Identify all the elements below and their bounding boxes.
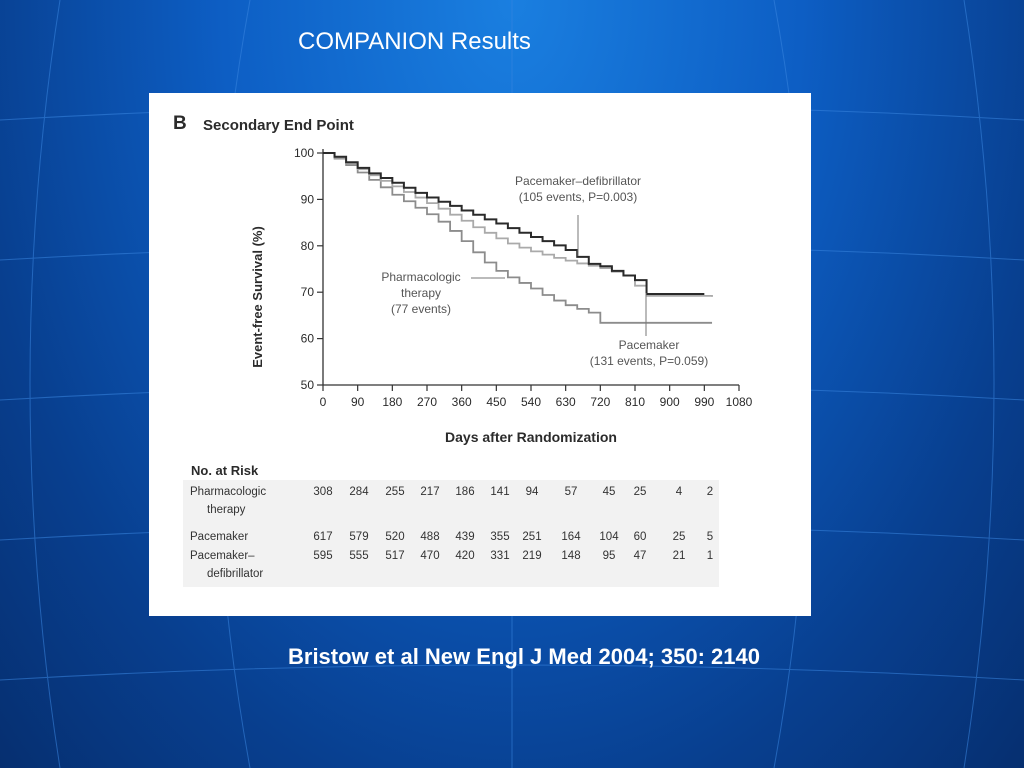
risk-value: 4 bbox=[676, 486, 683, 498]
risk-value: 595 bbox=[313, 550, 332, 562]
risk-value: 517 bbox=[385, 550, 404, 562]
risk-value: 104 bbox=[599, 531, 619, 543]
annotation-text: (105 events, P=0.003) bbox=[519, 190, 637, 204]
risk-value: 555 bbox=[349, 550, 368, 562]
y-axis-label: Event-free Survival (%) bbox=[250, 226, 265, 368]
series-line-pacemaker-defibrillator bbox=[323, 152, 705, 296]
risk-value: 217 bbox=[420, 486, 439, 498]
risk-value: 488 bbox=[420, 531, 439, 543]
y-tick-label: 50 bbox=[301, 378, 315, 392]
x-tick-label: 810 bbox=[625, 395, 645, 409]
x-tick-label: 1080 bbox=[726, 395, 753, 409]
risk-value: 141 bbox=[490, 486, 509, 498]
risk-value: 164 bbox=[561, 531, 581, 543]
risk-value: 47 bbox=[634, 550, 647, 562]
risk-value: 251 bbox=[522, 531, 541, 543]
risk-table-title: No. at Risk bbox=[191, 463, 259, 478]
risk-value: 5 bbox=[707, 531, 713, 543]
annotation-text: (77 events) bbox=[391, 302, 451, 316]
risk-value: 617 bbox=[313, 531, 332, 543]
risk-value: 308 bbox=[313, 486, 332, 498]
risk-value: 331 bbox=[490, 550, 509, 562]
annotation-text: Pacemaker–defibrillator bbox=[515, 174, 641, 188]
risk-row-label: Pharmacologic bbox=[190, 486, 266, 498]
x-tick-label: 900 bbox=[660, 395, 680, 409]
risk-value: 60 bbox=[634, 531, 647, 543]
y-tick-label: 100 bbox=[294, 146, 314, 160]
x-tick-label: 630 bbox=[556, 395, 576, 409]
risk-row-label: Pacemaker bbox=[190, 531, 248, 543]
figure-panel: B Secondary End Point Event-free Surviva… bbox=[149, 93, 811, 616]
risk-value: 219 bbox=[522, 550, 541, 562]
risk-value: 57 bbox=[565, 486, 578, 498]
risk-row-label: defibrillator bbox=[207, 568, 263, 580]
risk-value: 2 bbox=[707, 486, 713, 498]
y-tick-label: 60 bbox=[301, 332, 315, 346]
slide-title: COMPANION Results bbox=[298, 28, 531, 55]
risk-value: 21 bbox=[673, 550, 686, 562]
series-line-pharmacologic-therapy bbox=[323, 152, 713, 324]
risk-value: 1 bbox=[707, 550, 713, 562]
annotation-text: (131 events, P=0.059) bbox=[590, 354, 708, 368]
risk-value: 470 bbox=[420, 550, 439, 562]
x-tick-label: 90 bbox=[351, 395, 365, 409]
risk-value: 95 bbox=[603, 550, 616, 562]
x-tick-label: 540 bbox=[521, 395, 541, 409]
kaplan-meier-chart: B Secondary End Point Event-free Surviva… bbox=[173, 113, 753, 587]
panel-label: B bbox=[173, 113, 187, 134]
y-tick-label: 90 bbox=[301, 192, 315, 206]
x-tick-label: 720 bbox=[590, 395, 610, 409]
risk-value: 439 bbox=[455, 531, 474, 543]
x-tick-label: 360 bbox=[452, 395, 472, 409]
x-tick-label: 0 bbox=[320, 395, 327, 409]
x-tick-label: 990 bbox=[694, 395, 714, 409]
risk-value: 355 bbox=[490, 531, 509, 543]
annotation-text: Pharmacologic bbox=[381, 270, 460, 284]
annotation-text: Pacemaker bbox=[619, 338, 680, 352]
risk-value: 579 bbox=[349, 531, 368, 543]
risk-value: 94 bbox=[526, 486, 539, 498]
x-tick-label: 180 bbox=[382, 395, 402, 409]
risk-value: 25 bbox=[673, 531, 686, 543]
risk-value: 520 bbox=[385, 531, 404, 543]
x-tick-label: 450 bbox=[486, 395, 506, 409]
risk-table-background bbox=[183, 480, 719, 587]
citation: Bristow et al New Engl J Med 2004; 350: … bbox=[288, 644, 760, 669]
x-tick-label: 270 bbox=[417, 395, 437, 409]
axes: 50 60 70 80 90 100 0 90 180 270 360 450 540 630 720 810… bbox=[294, 146, 753, 409]
chart-title: Secondary End Point bbox=[203, 117, 354, 134]
risk-value: 25 bbox=[634, 486, 647, 498]
risk-value: 186 bbox=[455, 486, 474, 498]
curve-annotations: Pacemaker–defibrillator (105 events, P=0.… bbox=[381, 174, 708, 368]
risk-value: 284 bbox=[349, 486, 369, 498]
risk-row-label: Pacemaker– bbox=[190, 550, 255, 562]
x-axis-label: Days after Randomization bbox=[445, 429, 617, 445]
risk-value: 45 bbox=[603, 486, 616, 498]
risk-value: 255 bbox=[385, 486, 404, 498]
risk-value: 420 bbox=[455, 550, 474, 562]
risk-row-label: therapy bbox=[207, 504, 246, 516]
annotation-text: therapy bbox=[401, 286, 441, 300]
y-tick-label: 80 bbox=[301, 239, 315, 253]
y-tick-label: 70 bbox=[301, 285, 315, 299]
survival-curves bbox=[323, 152, 713, 324]
risk-value: 148 bbox=[561, 550, 580, 562]
